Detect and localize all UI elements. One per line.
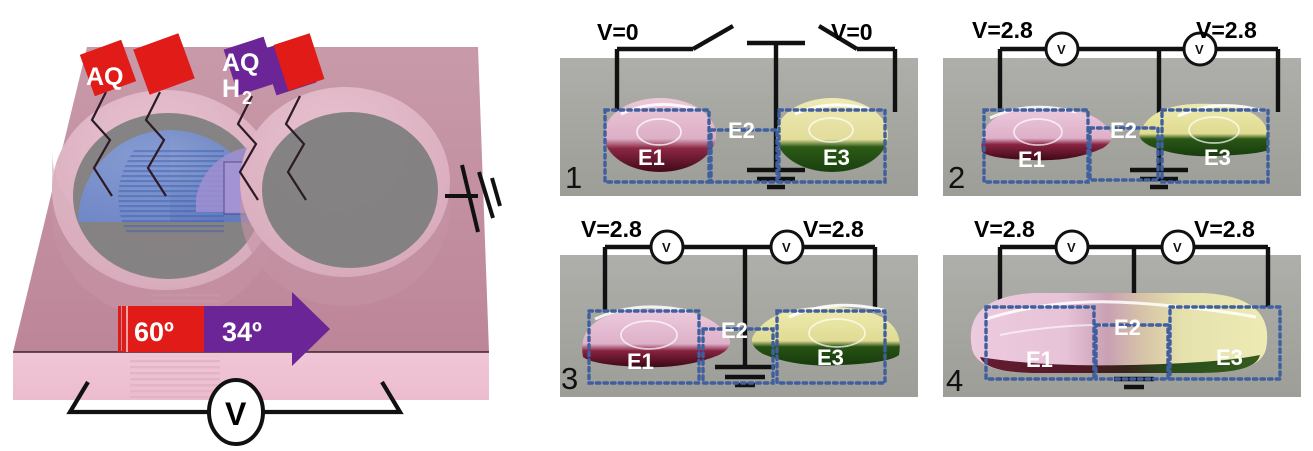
droplet-e3: [1139, 103, 1269, 157]
voltmeter-left: V: [1044, 31, 1080, 67]
voltage-label-left: V=2.8: [972, 17, 1033, 43]
ground-icon: [445, 164, 502, 233]
label-aqh2-reduced: AQ H 2: [222, 49, 260, 108]
electrode-label-e1: E1: [638, 145, 665, 170]
flag-aq-left-red: [79, 33, 195, 97]
electrode-label-e3: E3: [817, 345, 844, 370]
voltage-label-left: V=0: [597, 19, 639, 45]
voltmeter-left-label: V: [1067, 240, 1076, 255]
voltmeter-right: V: [1160, 229, 1196, 265]
circuit-left-switch: [614, 24, 735, 112]
voltmeter-left-label: V: [1057, 42, 1066, 57]
electrode-box-e1: [982, 108, 1090, 184]
photo-panel-2: V V V=2.8 V=2.8: [938, 2, 1306, 202]
electrode-box-e2: [709, 128, 779, 184]
photo-panel-4: V V V=2.8 V=2.8: [938, 207, 1306, 407]
electrode-box-e3: [1160, 108, 1270, 184]
electrode-label-e1: E1: [1026, 347, 1053, 372]
electrode-box-e1: [587, 309, 701, 385]
circuit-right-closed: [1159, 46, 1281, 112]
label-aqh2-subscript: 2: [242, 88, 252, 108]
voltmeter-right-label: V: [1195, 42, 1204, 57]
schematic-diagram: AQ AQ H 2 60º 34º: [0, 0, 552, 451]
flag-aqh2-purple: [223, 33, 325, 96]
voltmeter-circuit: V: [66, 378, 404, 446]
electrode-label-e2: E2: [1114, 315, 1141, 340]
panel-number: 2: [948, 160, 965, 195]
voltage-label-left: V=2.8: [581, 216, 642, 242]
label-aqh2-line1: AQ: [222, 49, 260, 77]
contact-angle-left-value: 60º: [134, 317, 174, 347]
circuit-center-ground: [715, 247, 775, 388]
electrode-box-e1: [984, 305, 1096, 381]
contact-angle-right-value: 34º: [222, 317, 262, 347]
electrode-label-e3: E3: [1216, 345, 1243, 370]
photo-panel-3: V V V=2.8 V=2.8: [555, 207, 923, 407]
panel-number: 1: [565, 160, 582, 195]
electrode-label-e1: E1: [1018, 147, 1045, 172]
voltmeter-right-label: V: [1173, 240, 1182, 255]
electrode-box-e2: [701, 327, 775, 385]
voltage-label-right: V=2.8: [1196, 17, 1257, 43]
electrode-label-e2: E2: [728, 118, 755, 143]
circuit-left-closed: [602, 244, 745, 311]
voltage-label-right: V=0: [831, 19, 873, 45]
electrode-box-e3: [775, 309, 887, 385]
circuit-right-switch: [817, 24, 898, 112]
electrode-label-e1: E1: [627, 349, 654, 374]
photo-panel-grid: V=0 V=0 E1 E2 E3 1: [552, 0, 1313, 451]
electrode-label-e3: E3: [1204, 145, 1231, 170]
voltmeter-left-label: V: [662, 240, 671, 255]
voltmeter-left: V: [1054, 229, 1090, 265]
flag-leads: [90, 91, 307, 201]
voltmeter-right: V: [769, 229, 805, 265]
panel-number: 3: [561, 361, 578, 396]
electrode-label-e2: E2: [1110, 118, 1137, 143]
circuit-right-closed: [1134, 244, 1271, 307]
voltage-label-right: V=2.8: [803, 216, 864, 242]
label-aqh2-line2: H: [222, 75, 240, 103]
electrode-label-e3: E3: [823, 145, 850, 170]
electrode-box-e3: [777, 108, 887, 184]
electrode-box-e2: [1088, 126, 1160, 182]
droplet-e1: [582, 305, 731, 368]
voltmeter-right: V: [1182, 31, 1218, 67]
voltage-label-left: V=2.8: [974, 216, 1035, 242]
photo-panel-1: V=0 V=0 E1 E2 E3 1: [555, 2, 923, 202]
panel-number: 4: [946, 363, 963, 398]
contact-angle-arrow: 60º 34º: [118, 292, 330, 366]
electrode-box-e1: [603, 108, 711, 184]
circuit-right-closed: [745, 244, 878, 311]
electrode-box-e2: [1094, 323, 1170, 381]
droplet-e3: [751, 303, 900, 366]
voltmeter-right-label: V: [782, 240, 791, 255]
droplet-merged: [970, 293, 1268, 373]
circuit-left-closed: [997, 244, 1134, 307]
label-aq-oxidized: AQ: [86, 63, 124, 91]
voltmeter-left: V: [649, 229, 685, 265]
electrode-box-e3: [1168, 305, 1282, 381]
voltage-label-right: V=2.8: [1194, 216, 1255, 242]
voltmeter-label: V: [225, 396, 247, 432]
circuit-left-closed: [997, 46, 1159, 112]
electrode-label-e2: E2: [721, 318, 748, 343]
well-right: [240, 87, 450, 306]
